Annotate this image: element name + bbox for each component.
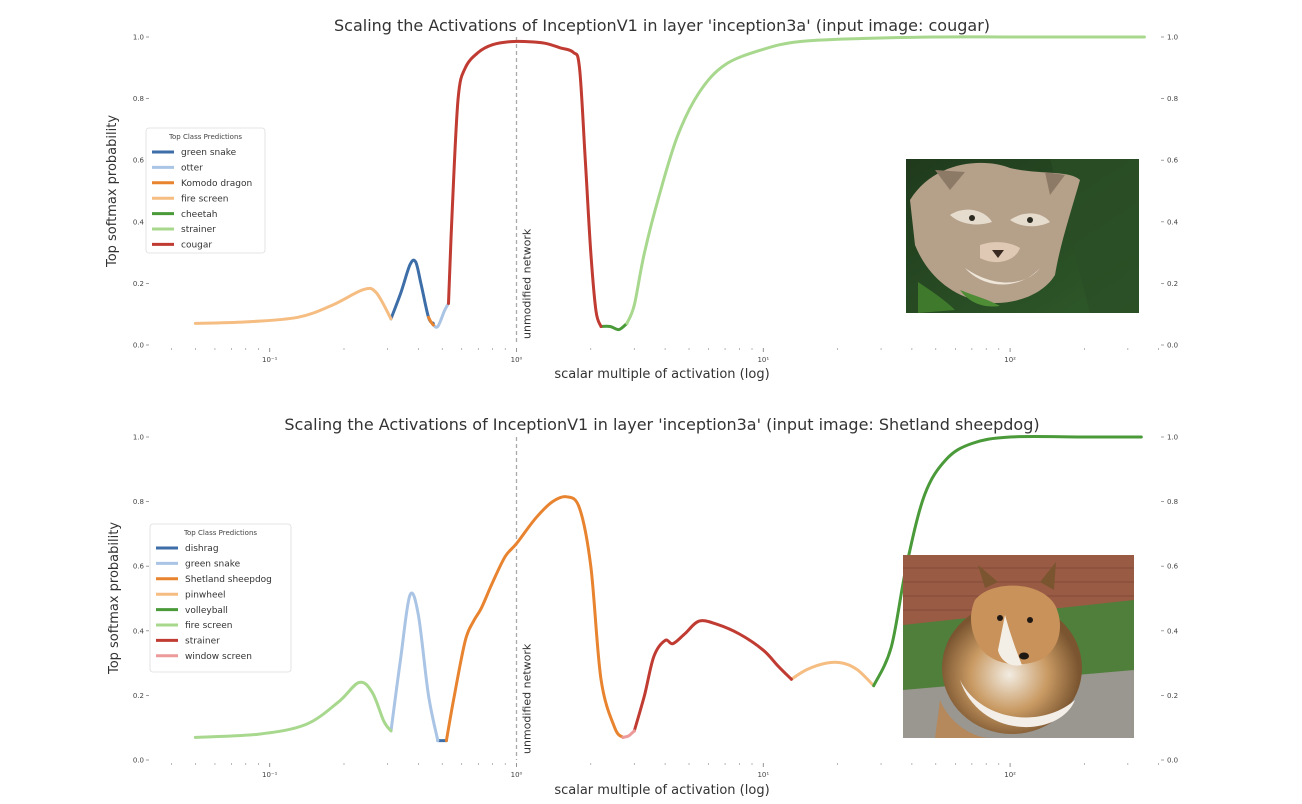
series-line-volleyball xyxy=(872,435,1143,688)
legend-label: strainer xyxy=(181,225,216,235)
legend-title: Top Class Predictions xyxy=(168,133,242,141)
reference-line-group: unmodified network xyxy=(515,37,534,345)
legend-label: Komodo dragon xyxy=(181,179,252,189)
series-line-pinwheel xyxy=(789,660,876,688)
chart-title: Scaling the Activations of InceptionV1 i… xyxy=(334,16,990,35)
y-tick-label-left: 0.0 xyxy=(133,757,144,765)
x-tick-label: 10⁰ xyxy=(511,771,523,779)
series-line-green-snake xyxy=(389,591,440,743)
chart-title: Scaling the Activations of InceptionV1 i… xyxy=(284,415,1039,434)
series-line-fire-screen xyxy=(193,680,393,739)
y-tick-label-left: 0.6 xyxy=(133,563,145,571)
legend-label: green snake xyxy=(185,560,241,570)
legend-box xyxy=(149,523,292,673)
sheepdog-photo xyxy=(903,555,1134,738)
series-line-komodo-dragon xyxy=(427,315,435,327)
legend-label: pinwheel xyxy=(185,590,226,600)
x-tick-label: 10¹ xyxy=(757,356,769,364)
legend-label: otter xyxy=(181,164,203,174)
y-tick-label-left: 0.0 xyxy=(133,342,144,350)
series-line-green-snake xyxy=(389,258,435,325)
series-line-fire-screen xyxy=(193,286,393,325)
y-tick-label-right: 0.4 xyxy=(1167,218,1179,226)
y-tick-label-right: 0.0 xyxy=(1167,342,1178,350)
legend-label: window screen xyxy=(185,652,252,662)
y-tick-label-left: 0.8 xyxy=(133,95,144,103)
y-tick-label-left: 1.0 xyxy=(133,34,144,42)
reference-line-group: unmodified network xyxy=(515,437,534,760)
x-tick-label: 10² xyxy=(1004,771,1016,779)
legend-title: Top Class Predictions xyxy=(183,529,257,537)
legend-label: strainer xyxy=(185,637,220,647)
y-tick-label-right: 0.6 xyxy=(1167,563,1179,571)
y-tick-label-right: 0.8 xyxy=(1167,498,1178,506)
legend-box xyxy=(145,127,266,254)
chart-panel-sheepdog: Scaling the Activations of InceptionV1 i… xyxy=(107,415,1179,798)
y-tick-label-left: 0.4 xyxy=(133,218,145,226)
y-tick-label-left: 0.6 xyxy=(133,157,145,165)
x-tick-label: 10² xyxy=(1004,356,1016,364)
legend-label: cheetah xyxy=(181,210,217,220)
y-tick-label-right: 0.0 xyxy=(1167,757,1178,765)
series-line-cougar xyxy=(447,39,603,328)
legend-label: volleyball xyxy=(185,606,228,616)
y-tick-label-left: 1.0 xyxy=(133,434,144,442)
legend-label: green snake xyxy=(181,148,237,158)
y-tick-label-right: 1.0 xyxy=(1167,34,1178,42)
x-tick-label: 10⁻¹ xyxy=(262,771,278,779)
legend-label: fire screen xyxy=(185,621,233,631)
y-tick-label-left: 0.4 xyxy=(133,627,145,635)
cougar-photo xyxy=(906,159,1139,313)
series-line-otter xyxy=(431,301,450,329)
y-tick-label-left: 0.8 xyxy=(133,498,144,506)
x-axis-label: scalar multiple of activation (log) xyxy=(554,367,769,382)
x-tick-label: 10⁰ xyxy=(511,356,523,364)
axes: 0.0 0.0 0.2 0.2 0.4 0.4 0.6 0.6 0.8 0.8 1.0 1.0 10⁻¹… xyxy=(133,34,1179,365)
reference-line-label: unmodified network xyxy=(521,643,534,754)
y-axis-label: Top softmax probability xyxy=(107,522,122,675)
series-lines xyxy=(193,435,1143,743)
y-tick-label-right: 0.6 xyxy=(1167,157,1179,165)
x-tick-label: 10⁻¹ xyxy=(262,356,278,364)
series-line-strainer xyxy=(625,35,1146,325)
legend: Top Class Predictions green snake otter Kom… xyxy=(145,127,266,254)
y-tick-label-left: 0.2 xyxy=(133,280,144,288)
legend-label: cougar xyxy=(181,241,212,251)
reference-line-label: unmodified network xyxy=(521,228,534,339)
series-line-shetland-sheepdog xyxy=(444,495,625,743)
chart-panel-cougar: Scaling the Activations of InceptionV1 i… xyxy=(105,16,1179,382)
legend: Top Class Predictions dishrag green snake S… xyxy=(149,523,292,673)
x-axis-label: scalar multiple of activation (log) xyxy=(554,783,769,798)
y-axis-label: Top softmax probability xyxy=(105,115,120,268)
y-tick-label-right: 1.0 xyxy=(1167,434,1178,442)
series-lines xyxy=(193,35,1146,332)
y-tick-label-right: 0.4 xyxy=(1167,627,1179,635)
y-tick-label-left: 0.2 xyxy=(133,692,144,700)
series-line-window-screen xyxy=(621,729,636,739)
axes: 0.0 0.0 0.2 0.2 0.4 0.4 0.6 0.6 0.8 0.8 1.0 1.0 10⁻¹… xyxy=(133,434,1179,780)
y-tick-label-right: 0.2 xyxy=(1167,280,1178,288)
series-line-cheetah xyxy=(599,321,629,332)
legend-label: dishrag xyxy=(185,544,219,554)
legend-label: Shetland sheepdog xyxy=(185,575,272,585)
legend-label: fire screen xyxy=(181,194,229,204)
y-tick-label-right: 0.2 xyxy=(1167,692,1178,700)
series-line-strainer xyxy=(632,619,793,733)
x-tick-label: 10¹ xyxy=(757,771,769,779)
y-tick-label-right: 0.8 xyxy=(1167,95,1178,103)
